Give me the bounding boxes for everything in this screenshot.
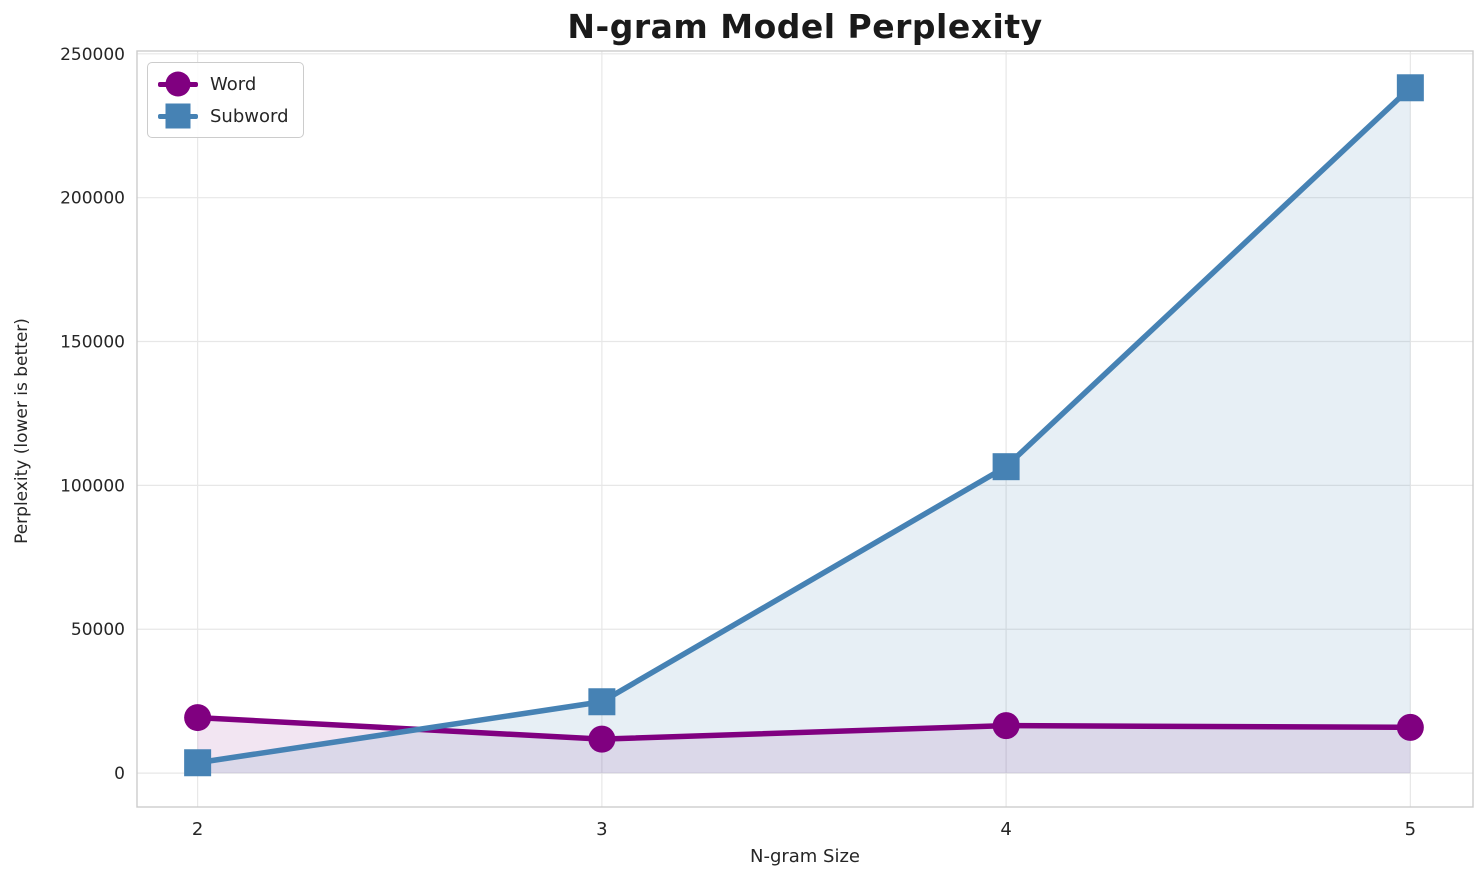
y-tick-label: 200000 bbox=[60, 189, 125, 209]
word-area-fill bbox=[197, 717, 1411, 774]
plot-border bbox=[136, 50, 1474, 808]
subword-marker bbox=[992, 453, 1020, 481]
y-tick-label: 100000 bbox=[60, 476, 125, 496]
subword-line bbox=[194, 85, 1414, 766]
y-tick-label: 250000 bbox=[60, 45, 125, 65]
subword-area-fill bbox=[197, 87, 1411, 774]
subword-marker bbox=[184, 749, 212, 777]
circle-marker-icon bbox=[158, 70, 198, 98]
y-tick-label: 0 bbox=[114, 764, 125, 784]
chart-title: N-gram Model Perplexity bbox=[567, 7, 1043, 46]
legend-item-word: Word bbox=[158, 70, 289, 98]
subword-marker bbox=[588, 688, 616, 716]
square-marker-icon bbox=[158, 102, 198, 130]
word-marker bbox=[992, 712, 1020, 740]
x-axis-label: N-gram Size bbox=[749, 846, 861, 867]
x-tick-label: 5 bbox=[1405, 819, 1416, 840]
legend-label: Word bbox=[210, 73, 257, 95]
y-tick-label: 50000 bbox=[71, 620, 125, 640]
word-marker bbox=[1396, 713, 1424, 741]
word-line bbox=[194, 714, 1414, 742]
legend-item-subword: Subword bbox=[158, 102, 289, 130]
legend: Word Subword bbox=[147, 62, 304, 138]
x-tick-label: 3 bbox=[596, 819, 607, 840]
x-tick-label: 4 bbox=[1000, 819, 1011, 840]
y-tick-label: 150000 bbox=[60, 333, 125, 353]
legend-label: Subword bbox=[210, 105, 289, 127]
legend-marker-sample bbox=[165, 71, 191, 97]
word-marker bbox=[588, 725, 616, 753]
word-marker bbox=[184, 704, 212, 732]
x-tick-label: 2 bbox=[192, 819, 203, 840]
subword-marker bbox=[1396, 74, 1424, 102]
legend-marker-sample bbox=[165, 103, 191, 129]
